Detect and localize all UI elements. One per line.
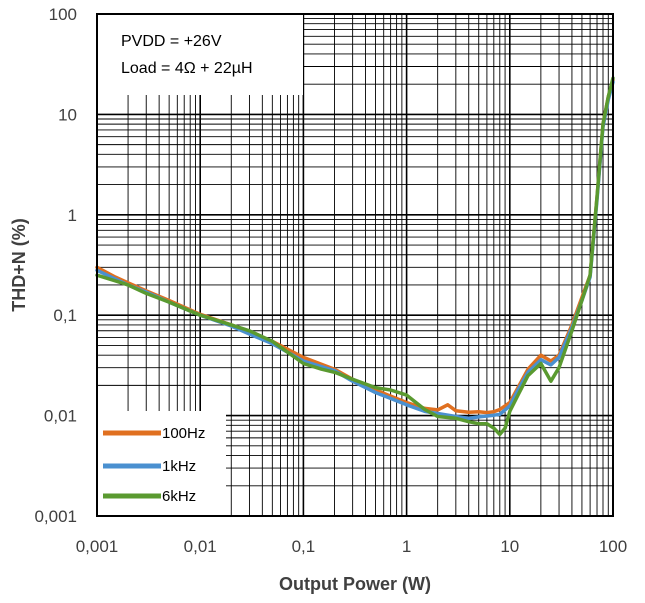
y-tick-label: 100 <box>49 5 77 24</box>
y-tick-label: 1 <box>68 206 77 225</box>
y-tick-label: 10 <box>58 105 77 124</box>
y-tick-label: 0,1 <box>53 306 77 325</box>
x-tick-label: 0,001 <box>76 537 119 556</box>
legend-label-1khz: 1kHz <box>162 458 196 475</box>
annotation-pvdd: PVDD = +26V <box>121 33 222 50</box>
legend: 100Hz 1kHz 6kHz <box>98 411 226 515</box>
x-tick-label: 1 <box>402 537 411 556</box>
x-tick-label: 10 <box>500 537 519 556</box>
legend-label-6khz: 6kHz <box>162 488 196 505</box>
x-tick-label: 0,1 <box>292 537 316 556</box>
annotation-box: PVDD = +26V Load = 4Ω + 22µH <box>98 15 303 95</box>
annotation-background <box>98 15 303 95</box>
annotation-load: Load = 4Ω + 22µH <box>121 60 253 77</box>
y-axis-title: THD+N (%) <box>9 218 29 312</box>
y-tick-label: 0,01 <box>44 407 77 426</box>
x-axis-title: Output Power (W) <box>279 574 431 594</box>
x-tick-label: 100 <box>599 537 627 556</box>
y-tick-label: 0,001 <box>34 507 77 526</box>
legend-label-100hz: 100Hz <box>162 425 205 442</box>
x-tick-label: 0,01 <box>184 537 217 556</box>
